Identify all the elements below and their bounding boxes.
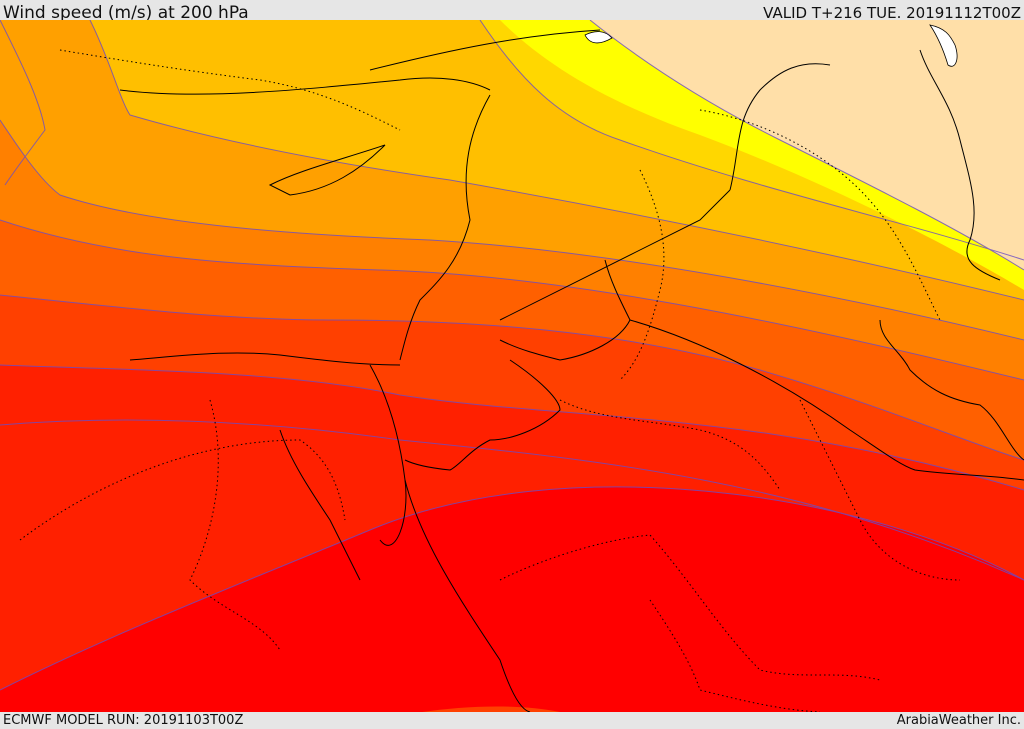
band-fill-7b bbox=[380, 706, 560, 712]
lake-van bbox=[584, 31, 613, 44]
border-saudi-iraq bbox=[499, 189, 731, 321]
isotach-line-1 bbox=[0, 486, 1024, 691]
footer-bar bbox=[0, 712, 1024, 729]
coastline-gulf bbox=[879, 319, 1024, 461]
province-boundary-7 bbox=[59, 49, 401, 131]
coastline-red-sea-east bbox=[404, 479, 531, 712]
isotach-line-8 bbox=[479, 20, 1024, 261]
coastline-turkey bbox=[119, 77, 491, 95]
province-boundary-1 bbox=[19, 439, 346, 541]
border-iraq-iran bbox=[729, 63, 831, 191]
valid-time: VALID T+216 TUE. 20191112T00Z bbox=[763, 4, 1021, 22]
province-boundary-9 bbox=[649, 599, 821, 712]
coastline-cyprus bbox=[268, 144, 386, 196]
border-saudi-jordan bbox=[499, 259, 631, 361]
isotach-line-4 bbox=[0, 294, 1024, 461]
model-run-label: ECMWF MODEL RUN: 20191103T00Z bbox=[3, 713, 244, 728]
band-fill-0 bbox=[590, 20, 1024, 270]
map-title: Wind speed (m/s) at 200 hPa bbox=[3, 3, 249, 23]
coastline-red-sea-west bbox=[369, 364, 407, 546]
isotach-line-2 bbox=[0, 419, 1024, 581]
province-boundary-5 bbox=[799, 399, 961, 581]
header-bar bbox=[0, 0, 1024, 20]
coastline-black-sea bbox=[369, 29, 601, 71]
lake-urmia bbox=[929, 24, 958, 67]
isotach-line-6 bbox=[0, 119, 1024, 341]
province-boundary-3 bbox=[499, 534, 881, 681]
wind-speed-map bbox=[0, 20, 1024, 712]
credit-label: ArabiaWeather Inc. bbox=[896, 713, 1021, 728]
isotach-line-3 bbox=[0, 364, 1024, 491]
isotach-line-9 bbox=[589, 20, 1024, 271]
coastline-levant bbox=[399, 94, 491, 361]
isotach-line-7 bbox=[89, 20, 1024, 301]
isotach-line-10 bbox=[0, 20, 46, 186]
isotach-line-5 bbox=[0, 219, 1024, 381]
border-iran-east bbox=[919, 49, 1001, 281]
border-egypt-sudan bbox=[404, 359, 561, 471]
province-boundary-8 bbox=[559, 399, 781, 491]
border-saudi-north bbox=[629, 319, 1024, 481]
coastline-suez bbox=[279, 429, 361, 581]
coastline-egypt-north bbox=[129, 352, 401, 366]
province-boundary-2 bbox=[189, 399, 281, 651]
province-boundary-6 bbox=[699, 109, 941, 321]
